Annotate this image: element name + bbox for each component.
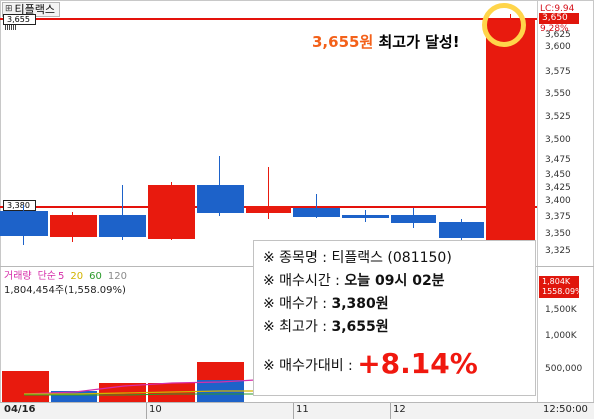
info-row-high-price: ※ 최고가 : 3,655원 <box>263 316 535 339</box>
volume-tick: 1,000K <box>545 331 577 341</box>
volume-bar <box>51 391 97 402</box>
candle <box>342 215 389 218</box>
symbol-tab[interactable]: ⊞ 티플랙스 <box>2 2 61 17</box>
price-tick: 3,375 <box>545 212 571 222</box>
symbol-name: 티플랙스 <box>14 3 56 16</box>
volume-ma-120: 120 <box>107 271 127 282</box>
caption-price: 3,655원 <box>312 33 374 51</box>
highlight-circle <box>482 3 526 47</box>
plus-square-icon[interactable]: ⊞ <box>5 4 13 14</box>
current-volume-percent: 1558.09% <box>542 287 583 296</box>
time-gridtick <box>146 403 147 419</box>
time-tick: 12 <box>393 404 406 415</box>
candle <box>0 211 48 236</box>
volume-bar <box>2 371 49 402</box>
price-tick: 3,575 <box>545 67 571 77</box>
price-tick: 3,550 <box>545 89 571 99</box>
info-value: 3,655원 <box>331 319 389 335</box>
candle <box>439 222 484 238</box>
volume-ma-20: 20 <box>70 271 84 282</box>
info-row-compare: ※ 매수가대비 : +8.14% <box>263 350 535 379</box>
price-tick: 3,525 <box>545 112 571 122</box>
volume-legend: 거래량 단순 5 20 60 120 <box>4 271 133 283</box>
candle-wick <box>122 185 123 240</box>
volume-tick: 500,000 <box>545 364 583 374</box>
caption: 3,655원 최고가 달성! <box>312 33 460 51</box>
info-label: ※ 매수가 : <box>263 296 332 312</box>
volume-ma-lines <box>23 379 256 396</box>
time-gridtick <box>390 403 391 419</box>
volume-bar <box>197 362 244 380</box>
gain-percent: +8.14% <box>357 347 478 380</box>
candle <box>99 215 146 237</box>
candle <box>148 185 195 239</box>
info-row-buy-price: ※ 매수가 : 3,380원 <box>263 293 535 316</box>
price-tick: 3,500 <box>545 135 571 145</box>
volume-tick: 1,500K <box>545 305 577 315</box>
time-axis <box>0 403 594 419</box>
candle <box>486 20 535 240</box>
info-label: ※ 매수시간 : <box>263 273 345 289</box>
time-tick: 11 <box>296 404 309 415</box>
candle <box>246 206 291 213</box>
price-tick: 3,400 <box>545 196 571 206</box>
volume-ma-type: 단순 <box>37 271 57 282</box>
volume-ma-5: 5 <box>58 271 65 282</box>
info-value: 티플랙스 (081150) <box>331 250 452 266</box>
candle-wick <box>316 194 317 218</box>
info-row-name: ※ 종목명 : 티플랙스 (081150) <box>263 247 535 270</box>
time-tick: 12:50:00 <box>543 404 588 415</box>
volume-value: 1,804,454주(1,558.09%) <box>4 285 126 296</box>
high-price-label: 3,655 <box>3 14 36 25</box>
change-percent-label: 9.28% <box>540 24 569 34</box>
time-tick: 10 <box>149 404 162 415</box>
current-volume-value: 1,804K <box>542 277 571 286</box>
candle <box>391 215 436 223</box>
buy-price-label: 3,380 <box>3 200 36 211</box>
info-row-buy-time: ※ 매수시간 : 오늘 09시 02분 <box>263 270 535 293</box>
info-value: 오늘 09시 02분 <box>344 273 445 289</box>
price-tick: 3,600 <box>545 42 571 52</box>
info-label: ※ 매수가대비 : <box>263 358 358 374</box>
trade-info-box: ※ 종목명 : 티플랙스 (081150) ※ 매수시간 : 오늘 09시 02… <box>253 240 536 396</box>
time-axis-divider <box>0 402 594 403</box>
grip-icon[interactable] <box>5 25 17 30</box>
current-price-marker: 3,650 <box>539 13 579 24</box>
candle <box>50 215 97 237</box>
limit-ceiling-label: LC:9.94 <box>540 4 575 14</box>
price-tick: 3,475 <box>545 155 571 165</box>
candle-wick <box>268 167 269 219</box>
info-label: ※ 종목명 : <box>263 250 332 266</box>
current-volume-marker: 1,804K 1558.09% <box>539 276 583 298</box>
high-price-line <box>0 18 537 20</box>
price-tick: 3,425 <box>545 183 571 193</box>
volume-legend-name: 거래량 <box>4 271 32 282</box>
volume-ma-60: 60 <box>89 271 102 282</box>
info-label: ※ 최고가 : <box>263 319 332 335</box>
candle <box>293 208 340 217</box>
info-value: 3,380원 <box>331 296 389 312</box>
price-tick: 3,450 <box>545 170 571 180</box>
time-gridtick <box>293 403 294 419</box>
price-tick: 3,325 <box>545 246 571 256</box>
candle <box>197 185 244 213</box>
price-axis-divider <box>537 0 538 402</box>
price-tick: 3,350 <box>545 229 571 239</box>
caption-text: 최고가 달성! <box>373 33 460 51</box>
time-tick: 04/16 <box>4 404 36 415</box>
price-tick: 3,625 <box>545 30 571 40</box>
